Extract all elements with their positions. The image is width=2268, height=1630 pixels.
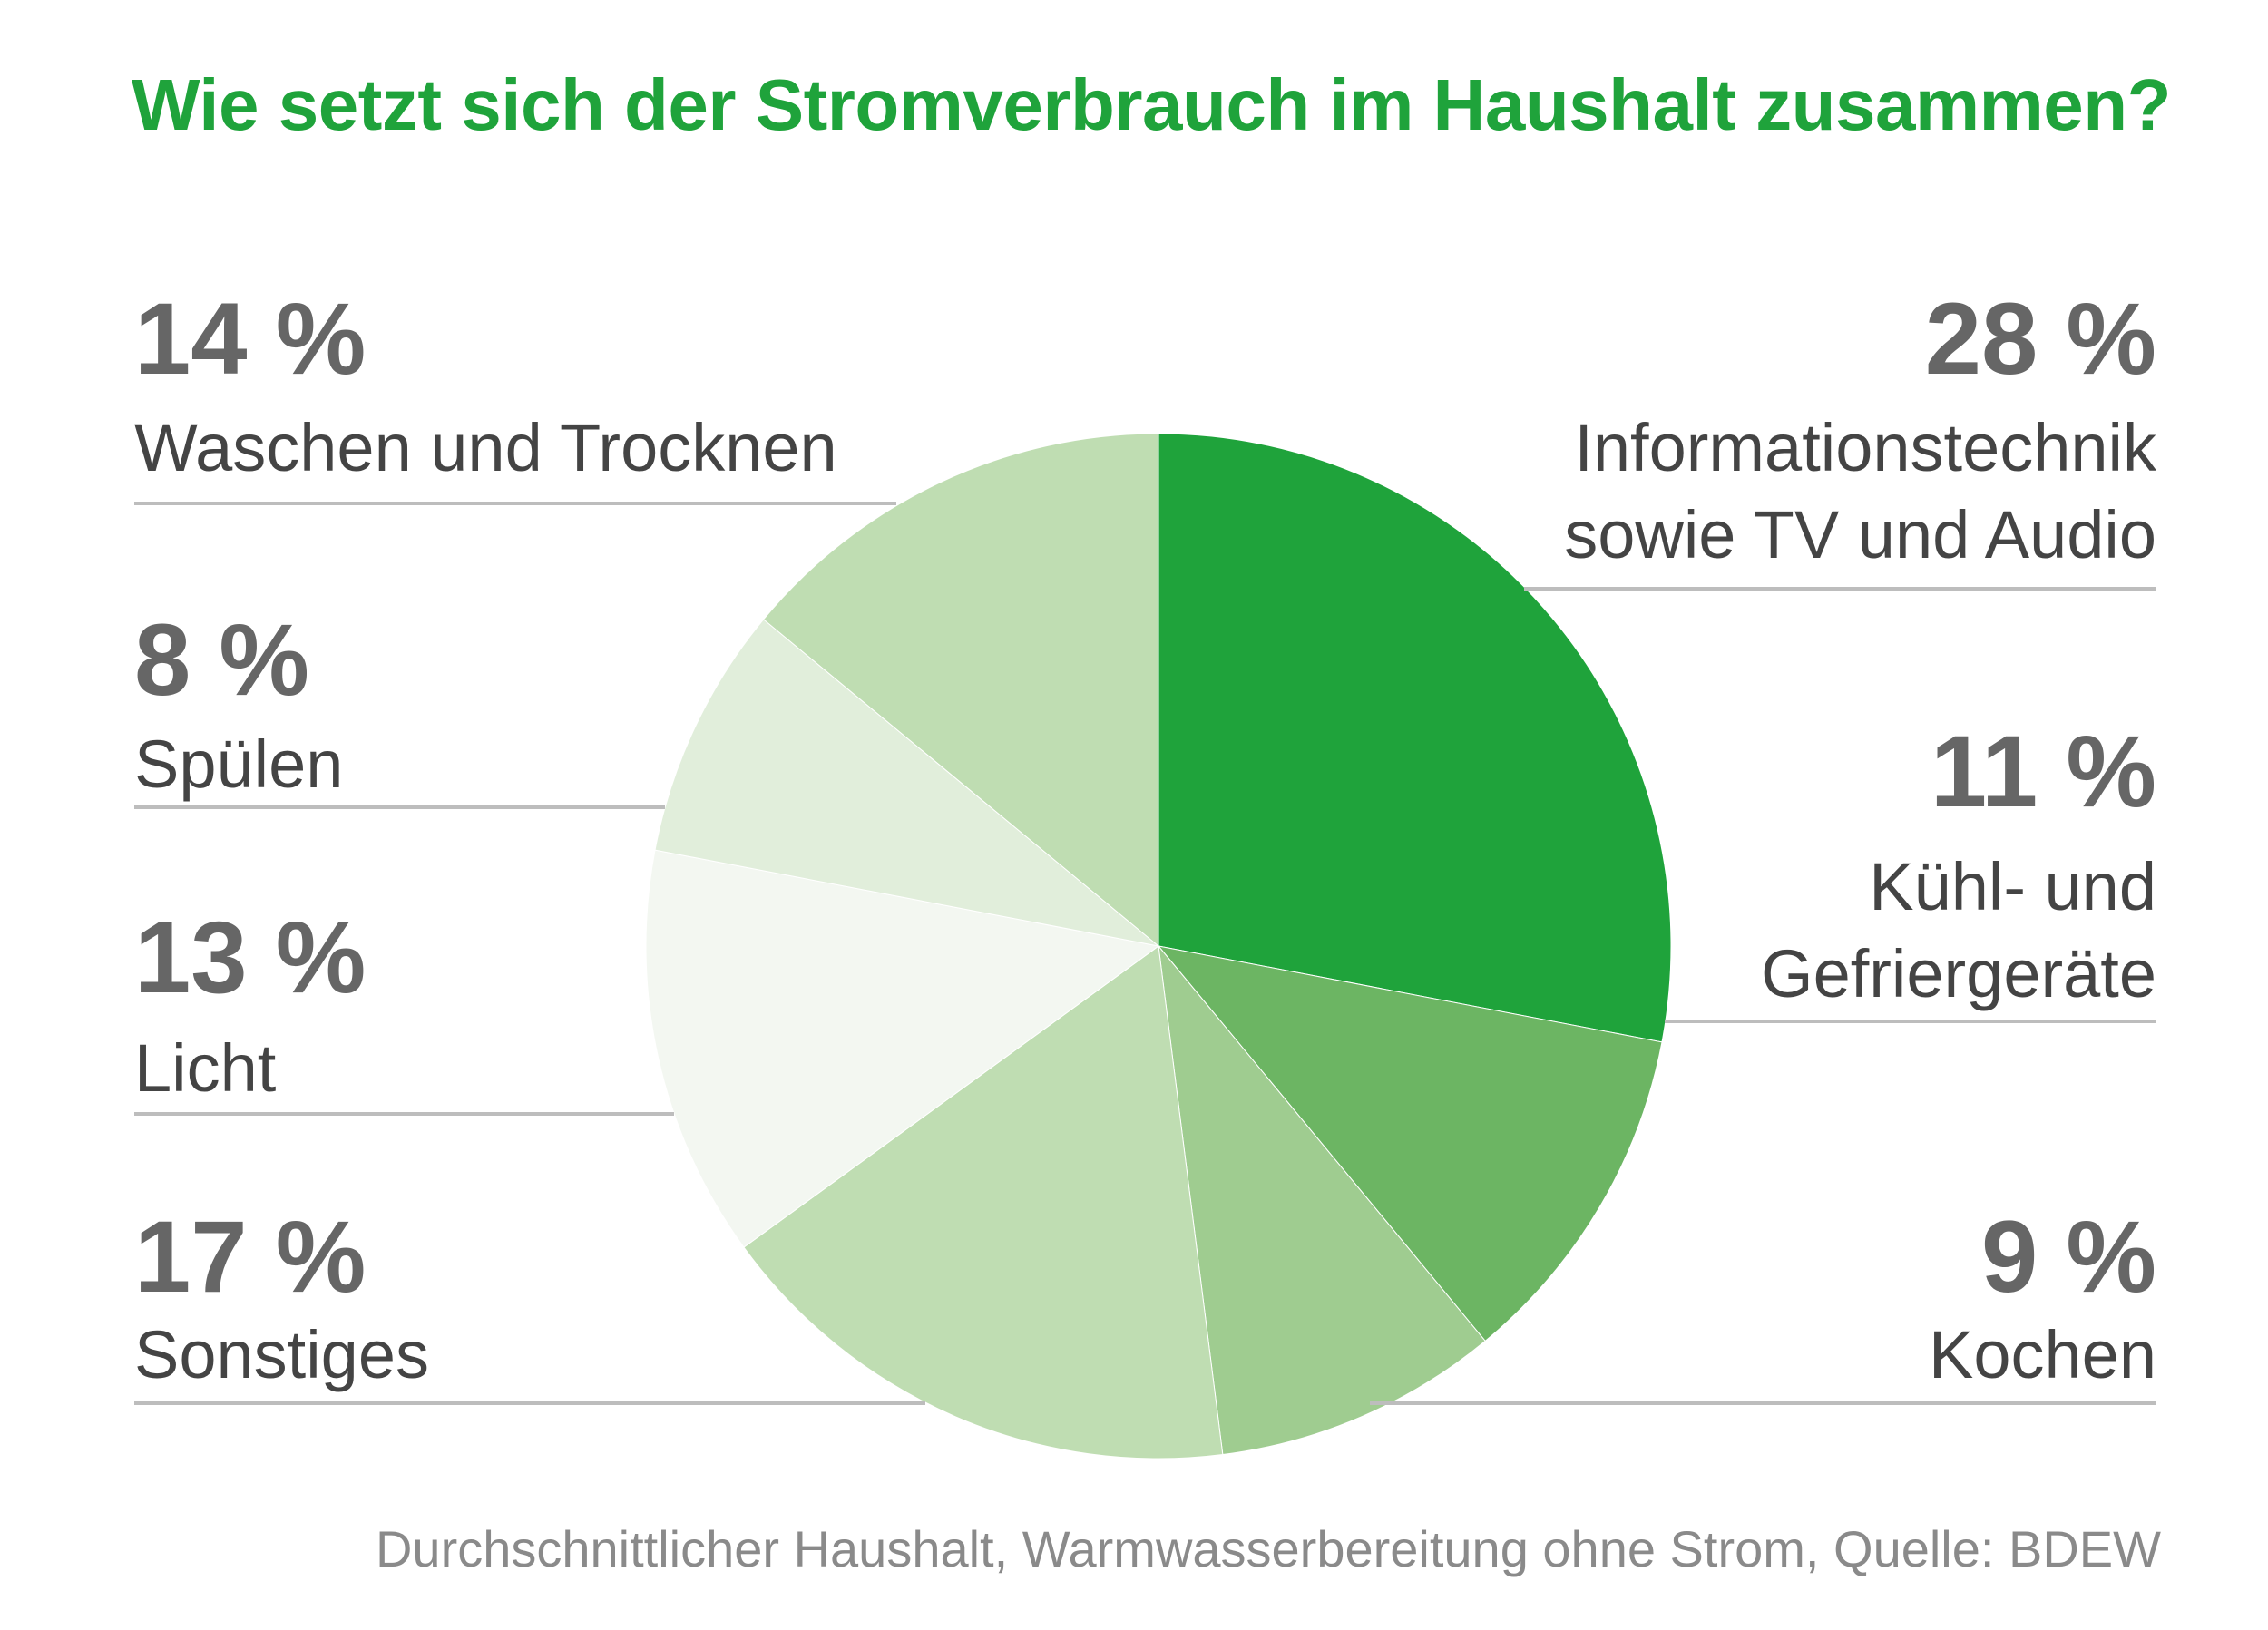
pie-slice-1 <box>1157 945 1663 1342</box>
label-informationstechnik: Informationstechnik sowie TV und Audio <box>1564 410 2156 572</box>
source-note: Durchschnittlicher Haushalt, Warmwasserb… <box>375 1520 2161 1577</box>
rule-licht <box>134 1112 674 1116</box>
rule-kochen <box>1370 1401 2156 1405</box>
pie-slice-5 <box>654 619 1159 947</box>
pct-sonstiges: 17 % <box>134 1200 367 1313</box>
rule-sonstiges <box>134 1401 925 1405</box>
pie-slice-4 <box>645 849 1160 1248</box>
rule-kuehlgeraete <box>1665 1020 2156 1023</box>
rule-waschen <box>134 502 896 505</box>
pie-slice-6 <box>762 433 1159 948</box>
pct-kochen: 9 % <box>1981 1200 2156 1313</box>
label-licht: Licht <box>134 1030 277 1106</box>
pie-slice-2 <box>1158 944 1486 1456</box>
pct-waschen: 14 % <box>134 282 367 395</box>
pie-slice-0 <box>1158 433 1672 1043</box>
pct-spuelen: 8 % <box>134 603 309 717</box>
pie-slice-3 <box>743 945 1224 1459</box>
label-spuelen: Spülen <box>134 727 344 802</box>
label-kuehlgeraete: Kühl- und Gefriergeräte <box>1761 849 2156 1011</box>
pct-licht: 13 % <box>134 901 367 1014</box>
pct-kuehlgeraete: 11 % <box>1930 715 2156 828</box>
label-waschen: Waschen und Trocknen <box>134 410 837 485</box>
label-sonstiges: Sonstiges <box>134 1317 429 1392</box>
rule-informationstechnik <box>1524 587 2156 591</box>
pct-informationstechnik: 28 % <box>1924 282 2156 395</box>
label-kochen: Kochen <box>1929 1317 2156 1392</box>
rule-spuelen <box>134 805 665 809</box>
chart-title: Wie setzt sich der Stromverbrauch im Hau… <box>132 64 2171 145</box>
